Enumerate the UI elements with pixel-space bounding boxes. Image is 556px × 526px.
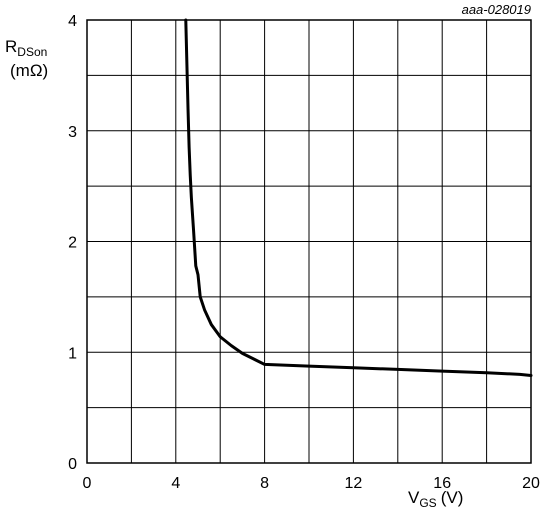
grid-lines xyxy=(87,20,531,463)
plot-frame xyxy=(86,19,532,464)
figure-code: aaa-028019 xyxy=(462,2,531,17)
x-tick-label: 16 xyxy=(433,475,451,492)
x-axis-label: VGS (V) xyxy=(408,488,463,510)
y-axis-label: RDSon xyxy=(5,37,47,59)
rdson-curve xyxy=(184,18,533,378)
y-axis-unit: (mΩ) xyxy=(10,61,48,80)
y-tick-labels: 0 1 2 3 4 xyxy=(68,13,77,473)
y-tick-label: 1 xyxy=(68,345,77,362)
y-tick-label: 3 xyxy=(68,124,77,141)
y-tick-label: 4 xyxy=(68,13,77,30)
x-tick-label: 4 xyxy=(171,475,180,492)
x-tick-label: 8 xyxy=(260,475,269,492)
y-tick-label: 2 xyxy=(68,235,77,252)
x-tick-label: 0 xyxy=(83,475,92,492)
x-tick-label: 20 xyxy=(522,475,540,492)
x-tick-label: 12 xyxy=(345,475,363,492)
y-tick-label: 0 xyxy=(68,456,77,473)
x-tick-labels: 0 4 8 12 16 20 xyxy=(83,475,540,492)
